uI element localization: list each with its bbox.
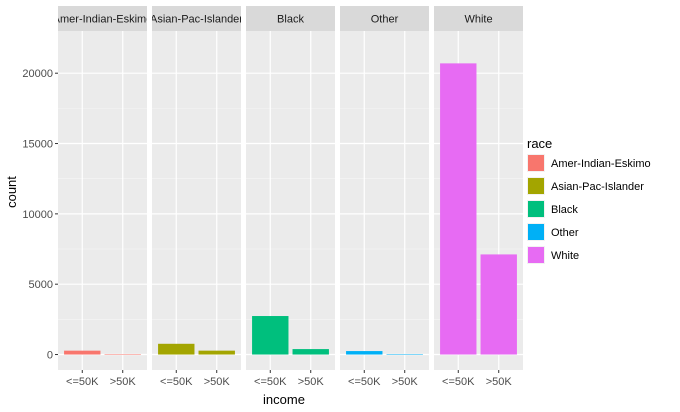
bar-White-<=50K — [440, 63, 477, 355]
legend-swatch — [528, 178, 544, 194]
x-tick-label: >50K — [204, 376, 231, 388]
facet-panel-0: Amer-Indian-Eskimo <=50K >50K — [53, 6, 153, 388]
x-tick-label: <=50K — [348, 376, 381, 388]
legend-entry: Black — [551, 204, 578, 216]
y-axis: 0 5000 10000 15000 20000 — [22, 68, 58, 362]
bar-Black-<=50K — [252, 316, 289, 355]
facet-strip — [152, 6, 241, 31]
panel-background — [246, 31, 335, 370]
facet-panel-4: White <=50K >50K — [434, 6, 523, 388]
y-tick-label: 10000 — [22, 209, 53, 221]
legend-swatch — [528, 155, 544, 171]
x-tick-label: >50K — [298, 376, 325, 388]
legend-entry: Asian-Pac-Islander — [551, 181, 644, 193]
bar-Black->50K — [292, 349, 329, 355]
facet-panels: Amer-Indian-Eskimo<=50K >50KAsian-Pac-Isl… — [53, 6, 523, 388]
bar-Other->50K — [386, 354, 423, 355]
x-tick-label: <=50K — [66, 376, 99, 388]
facet-strip-label: Amer-Indian-Eskimo — [53, 14, 153, 26]
x-tick-label: <=50K — [254, 376, 287, 388]
bar-White->50K — [480, 254, 517, 355]
x-tick-label: <=50K — [442, 376, 475, 388]
bar-Asian-Pac-Islander-<=50K — [158, 343, 195, 355]
y-tick-label: 0 — [47, 350, 53, 362]
facet-strip-label: Asian-Pac-Islander — [150, 14, 243, 26]
legend-entry: Other — [551, 227, 579, 239]
facet-panel-1: Asian-Pac-Islander <=50K >50K — [150, 6, 243, 388]
x-tick-label: >50K — [392, 376, 419, 388]
facet-panel-2: Black <=50K >50K — [246, 6, 335, 388]
panel-background — [152, 31, 241, 370]
bar-Amer-Indian-Eskimo-<=50K — [64, 350, 101, 355]
legend: race Amer-Indian-Eskimo Asian-Pac-Islande… — [527, 136, 651, 264]
facet-strip-label: Black — [277, 14, 304, 26]
facet-strip — [340, 6, 429, 31]
facet-strip-label: Other — [371, 14, 399, 26]
legend-entry: Amer-Indian-Eskimo — [551, 158, 651, 170]
bar-Other-<=50K — [346, 351, 383, 355]
x-tick-label: <=50K — [160, 376, 193, 388]
bar-Amer-Indian-Eskimo->50K — [104, 354, 141, 355]
facet-panel-3: Other <=50K >50K — [340, 6, 429, 388]
bar-Asian-Pac-Islander->50K — [198, 350, 235, 355]
facet-strip-label: White — [464, 14, 492, 26]
panel-background — [340, 31, 429, 370]
y-axis-title: count — [4, 176, 19, 208]
y-tick-label: 5000 — [29, 279, 53, 291]
y-tick-label: 15000 — [22, 139, 53, 151]
y-tick-label: 20000 — [22, 68, 53, 80]
x-axis-title: income — [263, 392, 305, 407]
facet-strip — [58, 6, 147, 31]
panel-background — [58, 31, 147, 370]
facet-strip — [246, 6, 335, 31]
x-tick-label: >50K — [486, 376, 513, 388]
x-tick-label: >50K — [110, 376, 137, 388]
legend-entry: White — [551, 250, 579, 262]
legend-swatch — [528, 224, 544, 240]
legend-swatch — [528, 247, 544, 263]
facet-strip — [434, 6, 523, 31]
legend-title: race — [527, 136, 552, 151]
legend-swatch — [528, 201, 544, 217]
